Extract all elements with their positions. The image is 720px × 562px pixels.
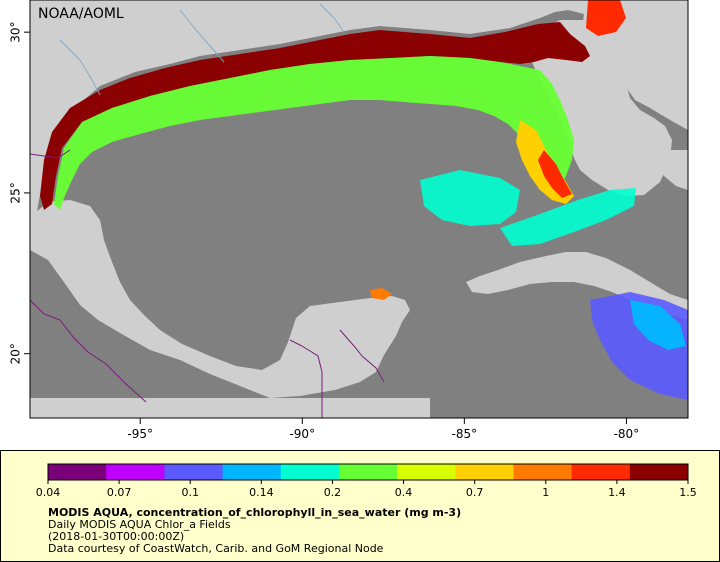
source-label: NOAA/AOML bbox=[38, 6, 124, 22]
x-tick-label: -95° bbox=[127, 427, 153, 441]
colorbar-tick-label: 0.14 bbox=[249, 486, 274, 499]
mexico-land bbox=[30, 200, 410, 398]
x-axis-ticks: -95° -90° -85° -80° bbox=[127, 418, 639, 441]
border-line-yucatan bbox=[339, 329, 385, 383]
border-line-west bbox=[30, 299, 147, 403]
river-line-3 bbox=[319, 3, 345, 33]
border-line-mexico bbox=[289, 339, 323, 418]
colorbar-tick-label: 0.1 bbox=[181, 486, 199, 499]
colorbar-segment bbox=[164, 464, 224, 480]
colorbar-segment bbox=[280, 464, 340, 480]
y-tick-label: 20° bbox=[9, 343, 23, 364]
chlorophyll-northeast-hotspot bbox=[586, 0, 626, 36]
legend-line2: Daily MODIS AQUA Chlor_a Fields bbox=[48, 518, 231, 531]
colorbar-segment bbox=[629, 464, 689, 480]
y-tick-label: 25° bbox=[9, 182, 23, 203]
map-panel: NOAA/AOML -95° -90° -85° -80° 30° 25° 20° bbox=[8, 0, 689, 441]
colorbar-segment bbox=[571, 464, 631, 480]
chlorophyll-spot-yucatan bbox=[370, 288, 392, 300]
y-axis-ticks: 30° 25° 20° bbox=[9, 22, 30, 364]
colorbar-tick-label: 0.4 bbox=[395, 486, 413, 499]
map-frame bbox=[29, 0, 689, 419]
florida-land bbox=[530, 20, 672, 196]
border-line-north bbox=[30, 149, 71, 159]
colorbar bbox=[47, 463, 689, 481]
colorbar-tick-label: 1.4 bbox=[608, 486, 626, 499]
river-line-1 bbox=[59, 39, 101, 96]
legend-line3: (2018-01-30T00:00:00Z) bbox=[48, 530, 184, 543]
river-line-2 bbox=[179, 9, 225, 63]
chlorophyll-coastal-red bbox=[538, 150, 572, 198]
colorbar-frame bbox=[47, 463, 689, 481]
chlorophyll-coastal-high bbox=[40, 22, 590, 210]
colorbar-segment bbox=[338, 464, 398, 480]
chlorophyll-map: NOAA/AOML -95° -90° -85° -80° 30° 25° 20° bbox=[9, 0, 689, 441]
colorbar-tick-label: 0.07 bbox=[107, 486, 132, 499]
colorbar-segment bbox=[106, 464, 165, 480]
colorbar-tick-label: 0.2 bbox=[324, 486, 342, 499]
colorbar-tick-label: 1 bbox=[542, 486, 549, 499]
legend-line4: Data courtesy of CoastWatch, Carib. and … bbox=[48, 542, 384, 555]
x-tick-label: -90° bbox=[289, 427, 315, 441]
colorbar-segment bbox=[397, 464, 456, 480]
colorbar-segment bbox=[222, 464, 282, 480]
chlorophyll-patch-caribbean-bright bbox=[630, 300, 686, 350]
colorbar-segment bbox=[455, 464, 514, 480]
legend-panel: 0.04 0.07 0.1 0.14 0.2 0.4 0.7 1 1.4 1.5 MODIS AQ… bbox=[0, 450, 720, 562]
chlorophyll-coastal-mid bbox=[54, 56, 574, 210]
colorbar-tick-label: 0.7 bbox=[466, 486, 484, 499]
colorbar-segment bbox=[513, 464, 573, 480]
colorbar-tick-label: 1.5 bbox=[679, 486, 697, 499]
chlorophyll-patch-east bbox=[420, 170, 520, 226]
lower-land-strip bbox=[30, 398, 430, 418]
legend-title: MODIS AQUA, concentration_of_chlorophyll… bbox=[48, 506, 461, 519]
bahamas-land bbox=[650, 150, 688, 190]
y-tick-label: 30° bbox=[9, 22, 23, 43]
chlorophyll-patch-cuba-north bbox=[500, 188, 636, 246]
colorbar-tick-label: 0.04 bbox=[36, 486, 61, 499]
cuba-land bbox=[466, 252, 688, 320]
colorbar-segment bbox=[48, 464, 107, 480]
x-tick-label: -85° bbox=[452, 427, 478, 441]
us-mainland-land bbox=[30, 0, 688, 240]
x-tick-label: -80° bbox=[614, 427, 640, 441]
colorbar-ticks: 0.04 0.07 0.1 0.14 0.2 0.4 0.7 1 1.4 1.5 bbox=[36, 480, 697, 499]
legend: 0.04 0.07 0.1 0.14 0.2 0.4 0.7 1 1.4 1.5 MODIS AQ… bbox=[0, 450, 720, 562]
